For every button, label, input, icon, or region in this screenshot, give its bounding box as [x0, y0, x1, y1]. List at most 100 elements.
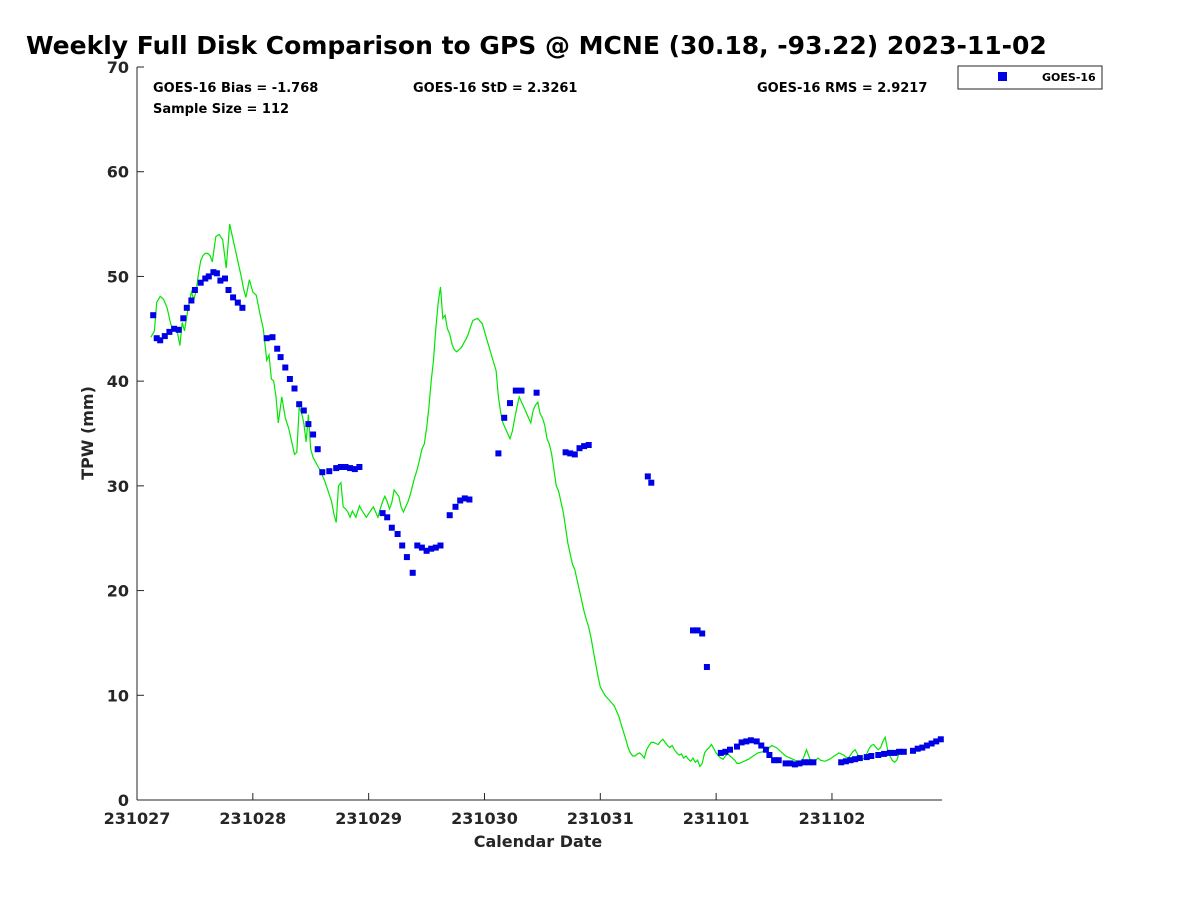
legend: GOES-16 — [957, 65, 1103, 90]
goes-point — [150, 312, 157, 319]
x-tick-label: 231102 — [799, 809, 866, 828]
goes-point — [703, 664, 710, 670]
goes-point — [842, 758, 849, 765]
goes-point — [796, 760, 803, 767]
x-tick-label: 231029 — [335, 809, 402, 828]
goes-point — [399, 542, 406, 549]
goes-point — [753, 738, 760, 745]
goes-point — [418, 544, 425, 551]
goes-point — [305, 421, 312, 428]
goes-point — [183, 304, 190, 311]
goes-point — [205, 273, 212, 280]
goes-point — [461, 495, 468, 502]
goes-point — [296, 401, 303, 408]
goes-point — [225, 287, 232, 293]
goes-point — [868, 753, 875, 759]
legend-marker — [998, 72, 1007, 81]
goes-point — [282, 364, 289, 371]
goes-point — [875, 752, 882, 758]
goes-point — [153, 335, 160, 342]
goes-point — [512, 387, 519, 394]
goes-point — [717, 749, 724, 756]
goes-point — [863, 754, 870, 761]
goes-point — [263, 335, 270, 342]
goes-point — [648, 479, 655, 486]
goes-point — [319, 469, 326, 476]
goes-point — [810, 759, 817, 766]
goes-point — [928, 740, 935, 747]
goes-point — [847, 757, 854, 764]
goes-point — [896, 748, 903, 755]
y-tick-label: 40 — [107, 372, 129, 391]
goes-point — [923, 742, 930, 749]
y-tick-label: 10 — [107, 686, 129, 705]
goes-point — [758, 742, 765, 749]
goes-point — [188, 297, 195, 304]
goes-point — [900, 748, 907, 755]
goes-point — [690, 627, 696, 634]
goes-point — [409, 569, 416, 576]
goes-point — [388, 524, 395, 531]
goes-point — [838, 759, 845, 766]
goes-point — [403, 554, 410, 561]
stat-rms: GOES-16 RMS = 2.9217 — [757, 81, 927, 96]
goes-point — [274, 345, 281, 352]
goes-point — [213, 270, 220, 277]
goes-point — [910, 747, 916, 754]
goes-point — [507, 400, 513, 407]
goes-point — [210, 269, 217, 276]
goes-point — [791, 761, 798, 768]
y-tick-label: 0 — [118, 791, 129, 810]
goes-point — [747, 737, 754, 744]
goes-point — [423, 547, 430, 554]
goes-point — [699, 630, 706, 637]
goes-point — [356, 464, 363, 470]
goes-point — [495, 450, 502, 457]
goes-point — [428, 545, 435, 552]
axes: 0 10 20 30 40 50 60 70 231027 231028 231029 231030 2… — [104, 58, 942, 828]
goes-point — [919, 744, 926, 751]
goes-point — [300, 407, 307, 414]
goes-point — [446, 512, 453, 519]
goes-point — [933, 738, 940, 745]
y-tick-label: 70 — [107, 58, 129, 77]
goes-point — [727, 746, 733, 753]
goes-point — [379, 510, 386, 517]
goes-point — [734, 743, 740, 750]
goes-point — [432, 544, 439, 551]
goes-point — [394, 531, 401, 537]
goes-point — [644, 473, 651, 480]
goes-point — [881, 750, 888, 757]
x-tick-label: 231101 — [683, 809, 750, 828]
legend-label: GOES-16 — [1042, 71, 1096, 84]
goes-point — [891, 749, 898, 756]
goes-point — [222, 275, 228, 282]
goes-point — [347, 465, 354, 472]
goes-point — [217, 277, 224, 284]
goes-point — [886, 749, 893, 756]
goes-point — [414, 542, 421, 549]
goes-point — [286, 376, 293, 382]
y-tick-label: 50 — [107, 267, 129, 286]
goes-point — [694, 627, 701, 634]
goes-point — [333, 465, 340, 472]
goes-point — [801, 759, 808, 766]
goes-point — [787, 760, 794, 767]
goes-point — [326, 468, 333, 475]
goes-point — [437, 542, 444, 549]
goes-point — [743, 738, 750, 745]
goes-point — [762, 746, 769, 753]
goes-point — [180, 315, 187, 322]
goes-point — [722, 748, 729, 755]
goes-point — [937, 736, 944, 743]
goes-point — [161, 333, 168, 340]
goes-point — [766, 752, 773, 758]
goes-point — [466, 496, 473, 503]
y-tick-label: 60 — [107, 163, 129, 182]
goes-point — [171, 325, 178, 332]
goes-point — [567, 450, 574, 457]
goes-point — [914, 745, 921, 752]
goes-point — [314, 446, 321, 453]
